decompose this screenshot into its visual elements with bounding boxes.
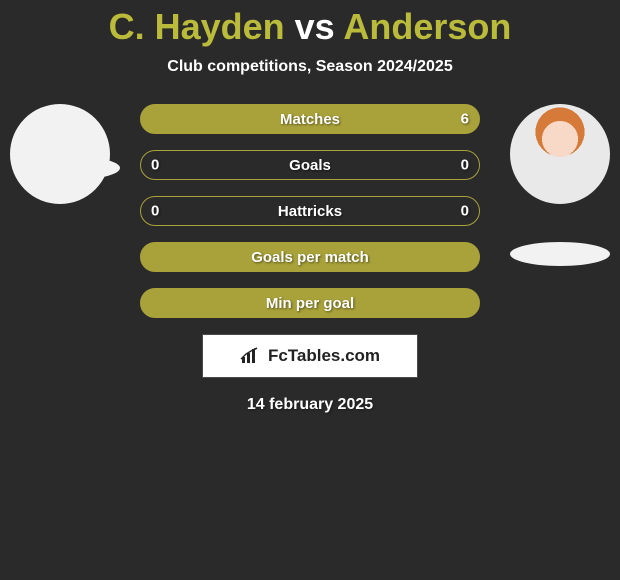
stat-label: Goals per match xyxy=(251,249,369,266)
stat-left-value: 0 xyxy=(151,157,159,174)
vs-text: vs xyxy=(295,6,335,47)
fctables-logo: FcTables.com xyxy=(202,334,418,378)
stat-row: Matches 6 xyxy=(140,104,480,134)
player1-avatar xyxy=(10,104,110,204)
stat-row: 0 Hattricks 0 xyxy=(140,196,480,226)
stat-row: Goals per match xyxy=(140,242,480,272)
stat-label: Matches xyxy=(280,111,340,128)
stat-label: Hattricks xyxy=(278,203,342,220)
logo-text: FcTables.com xyxy=(268,346,380,366)
stat-row: 0 Goals 0 xyxy=(140,150,480,180)
stat-left-value: 0 xyxy=(151,203,159,220)
player2-club-badge xyxy=(510,242,610,266)
player1-name: C. Hayden xyxy=(109,6,285,47)
stat-label: Min per goal xyxy=(266,295,354,312)
stats-area: Matches 6 0 Goals 0 0 Hattricks 0 Goals per matc… xyxy=(0,104,620,318)
stat-right-value: 6 xyxy=(461,111,469,128)
player1-club-badge xyxy=(20,156,120,180)
stat-right-value: 0 xyxy=(461,157,469,174)
stat-row: Min per goal xyxy=(140,288,480,318)
comparison-title: C. Hayden vs Anderson xyxy=(0,0,620,48)
subtitle: Club competitions, Season 2024/2025 xyxy=(0,58,620,76)
stat-right-value: 0 xyxy=(461,203,469,220)
player2-avatar xyxy=(510,104,610,204)
player2-name: Anderson xyxy=(343,6,511,47)
bar-chart-icon xyxy=(240,347,262,365)
date-line: 14 february 2025 xyxy=(0,396,620,414)
stat-label: Goals xyxy=(289,157,331,174)
